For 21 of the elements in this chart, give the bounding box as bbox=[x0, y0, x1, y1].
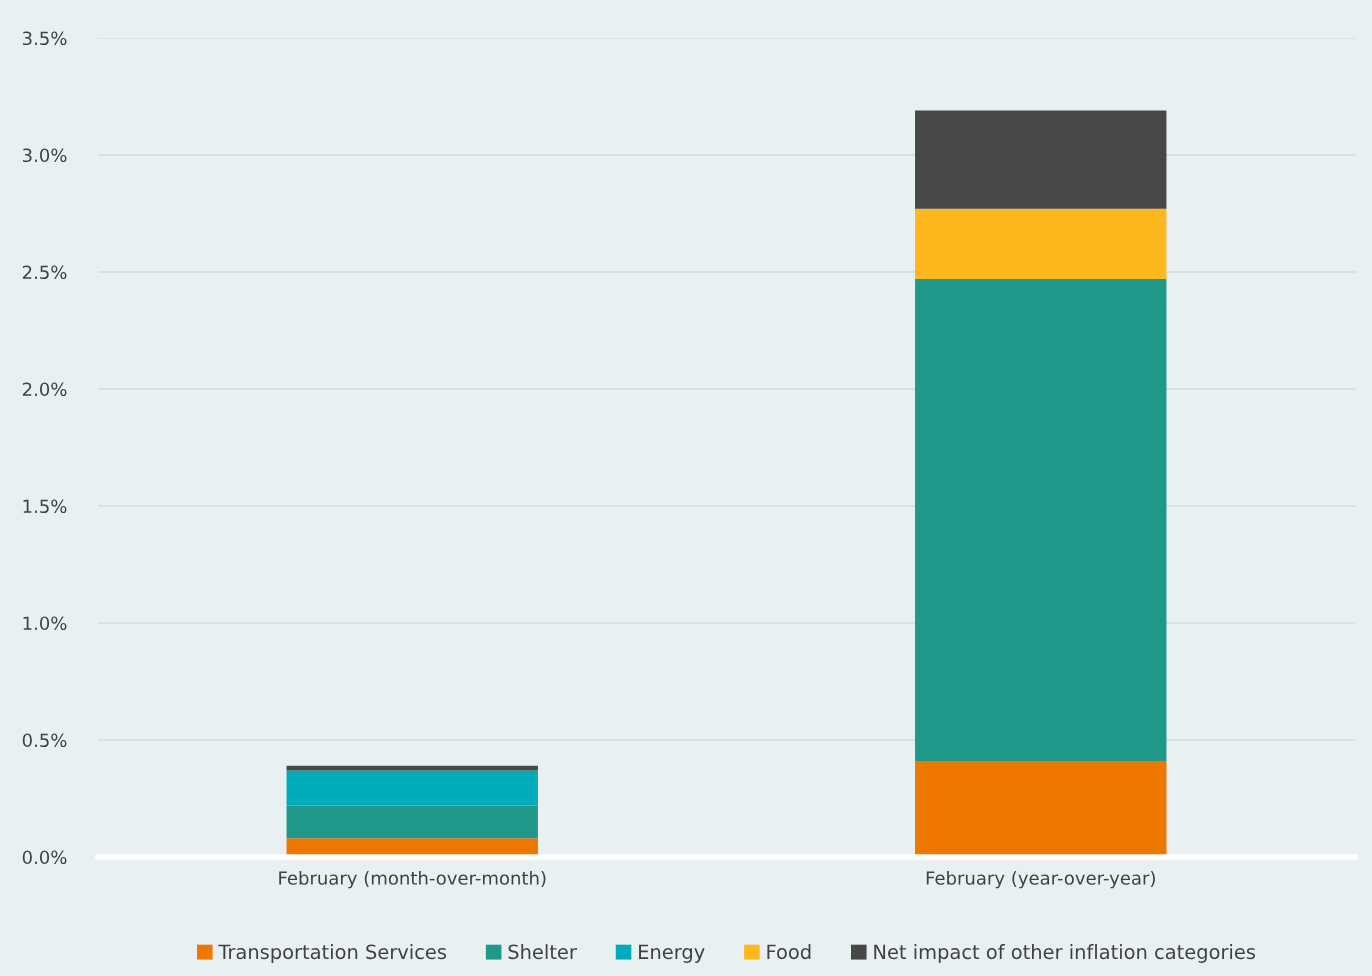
y-tick-label: 1.5% bbox=[23, 499, 67, 514]
bar bbox=[915, 279, 1167, 762]
y-tick-label: 2.0% bbox=[22, 382, 67, 397]
y-tick-label: 3.5% bbox=[22, 31, 67, 46]
legend-label: Transportation Services bbox=[218, 944, 447, 963]
bar bbox=[915, 110, 1167, 209]
y-tick-label: 1.0% bbox=[23, 616, 67, 631]
x-tick-label: February (year-over-year) bbox=[926, 870, 1155, 889]
y-tick-label: 0.5% bbox=[22, 733, 67, 748]
legend-label: Energy bbox=[639, 944, 705, 963]
y-tick-label: 0.0% bbox=[22, 850, 67, 865]
legend-label: Shelter bbox=[508, 944, 577, 960]
x-tick-label: February (month-over-month) bbox=[279, 870, 546, 889]
bar bbox=[286, 770, 538, 806]
y-tick-label: 3.0% bbox=[22, 148, 67, 163]
bar bbox=[915, 761, 1167, 857]
legend-label: Net impact of other inflation categories bbox=[874, 944, 1256, 963]
bar bbox=[286, 805, 538, 839]
bar bbox=[915, 208, 1167, 280]
y-tick-label: 2.5% bbox=[22, 265, 67, 280]
legend-label: Food bbox=[767, 944, 811, 960]
